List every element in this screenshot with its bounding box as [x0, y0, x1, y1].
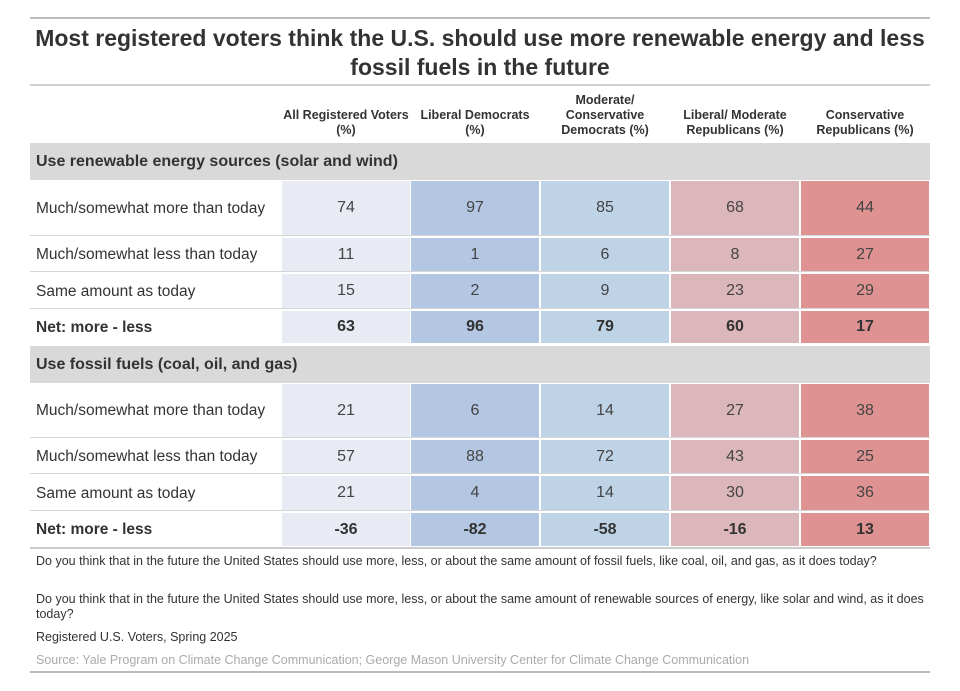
row-label: Much/somewhat more than today — [36, 402, 266, 419]
table-cell: 85 — [541, 181, 669, 235]
table-cell: 79 — [541, 311, 669, 343]
table-cell: 43 — [671, 440, 799, 473]
table-cell: 1 — [411, 238, 539, 271]
table-cell: 88 — [411, 440, 539, 473]
table-cell: -36 — [282, 513, 410, 546]
table-cell: 23 — [671, 274, 799, 308]
table-cell: 30 — [671, 476, 799, 510]
row-label: Much/somewhat more than today — [36, 199, 266, 217]
source-note: Source: Yale Program on Climate Change C… — [36, 653, 750, 667]
table-cell: 13 — [801, 513, 929, 546]
column-header: Conservative Republicans (%) — [816, 108, 914, 137]
column-header: All Registered Voters (%) — [283, 108, 409, 137]
column-header: Liberal Democrats (%) — [420, 108, 530, 137]
top-rule — [30, 17, 930, 19]
table-cell: 6 — [541, 238, 669, 271]
row-divider — [30, 510, 930, 511]
table-cell: -82 — [411, 513, 539, 546]
table-cell: -16 — [671, 513, 799, 546]
section-heading: Use renewable energy sources (solar and … — [30, 143, 930, 180]
table-cell: 11 — [282, 238, 410, 271]
table-cell: 21 — [282, 384, 410, 437]
table-cell: 27 — [671, 384, 799, 437]
table-cell: 36 — [801, 476, 929, 510]
table-cell: 96 — [411, 311, 539, 343]
row-label: Much/somewhat less than today — [36, 246, 258, 263]
table-cell: 27 — [801, 238, 929, 271]
row-divider — [30, 437, 930, 438]
net-row-label: Net: more - less — [36, 318, 153, 336]
table-cell: 15 — [282, 274, 410, 308]
row-divider — [30, 235, 930, 236]
row-label: Same amount as today — [36, 282, 196, 300]
sample-note: Registered U.S. Voters, Spring 2025 — [36, 630, 238, 644]
title-rule — [30, 84, 930, 86]
table-cell: 14 — [541, 384, 669, 437]
table-cell: -58 — [541, 513, 669, 546]
table-cell: 97 — [411, 181, 539, 235]
table-cell: 2 — [411, 274, 539, 308]
bottom-rule — [30, 671, 930, 673]
column-header: Liberal/ Moderate Republicans (%) — [683, 108, 787, 137]
table-cell: 44 — [801, 181, 929, 235]
table-cell: 60 — [671, 311, 799, 343]
chart-title: Most registered voters think the U.S. sh… — [35, 25, 925, 80]
table-cell: 4 — [411, 476, 539, 510]
section-heading: Use fossil fuels (coal, oil, and gas) — [30, 346, 930, 383]
column-header: Moderate/ Conservative Democrats (%) — [561, 93, 649, 137]
table-cell: 9 — [541, 274, 669, 308]
table-cell: 17 — [801, 311, 929, 343]
table-cell: 38 — [801, 384, 929, 437]
row-divider — [30, 308, 930, 309]
table-bottom-rule — [30, 547, 930, 549]
table-cell: 14 — [541, 476, 669, 510]
table-cell: 29 — [801, 274, 929, 308]
table-cell: 57 — [282, 440, 410, 473]
net-row-label: Net: more - less — [36, 521, 153, 538]
table-cell: 25 — [801, 440, 929, 473]
question-note-fossil: Do you think that in the future the Unit… — [36, 554, 877, 568]
row-label: Much/somewhat less than today — [36, 448, 258, 465]
question-note-renewable: Do you think that in the future the Unit… — [36, 592, 924, 621]
table-cell: 6 — [411, 384, 539, 437]
table-cell: 72 — [541, 440, 669, 473]
table-cell: 68 — [671, 181, 799, 235]
table-cell: 8 — [671, 238, 799, 271]
row-label: Same amount as today — [36, 484, 196, 502]
row-divider — [30, 271, 930, 272]
table-cell: 21 — [282, 476, 410, 510]
table-cell: 74 — [282, 181, 410, 235]
table-cell: 63 — [282, 311, 410, 343]
row-divider — [30, 473, 930, 474]
